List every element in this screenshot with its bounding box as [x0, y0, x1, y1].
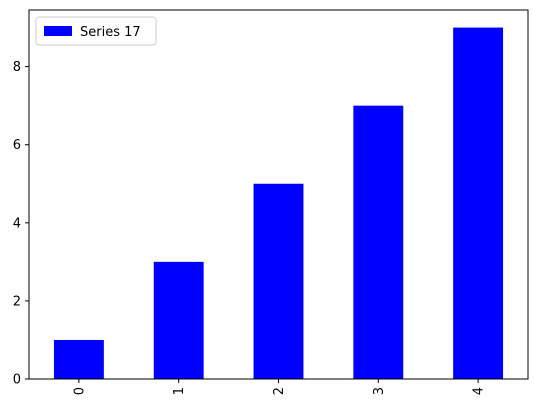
x-tick-label-4: 4 [472, 387, 487, 395]
y-tick-label-0: 0 [13, 373, 21, 388]
x-tick-label-3: 3 [372, 387, 387, 395]
bar-4 [453, 27, 504, 379]
bars-layer [53, 27, 504, 380]
y-tick-label-6: 6 [13, 138, 21, 153]
x-tick-label-2: 2 [272, 387, 287, 395]
x-tick-label-1: 1 [172, 387, 187, 395]
legend: Series 17 [35, 16, 157, 46]
legend-label: Series 17 [80, 25, 141, 40]
y-tick-label-4: 4 [13, 216, 21, 231]
bar-3 [353, 105, 404, 380]
x-tick-label-0: 0 [72, 387, 87, 395]
legend-swatch [44, 26, 72, 36]
bar-2 [253, 183, 304, 379]
bar-1 [153, 261, 204, 379]
bar-0 [53, 339, 104, 379]
y-tick-label-8: 8 [13, 60, 21, 75]
legend-box [35, 16, 157, 46]
y-tick-label-2: 2 [13, 294, 21, 309]
axes-layer: 0 2 4 6 8 0 1 2 3 4 [13, 9, 529, 395]
